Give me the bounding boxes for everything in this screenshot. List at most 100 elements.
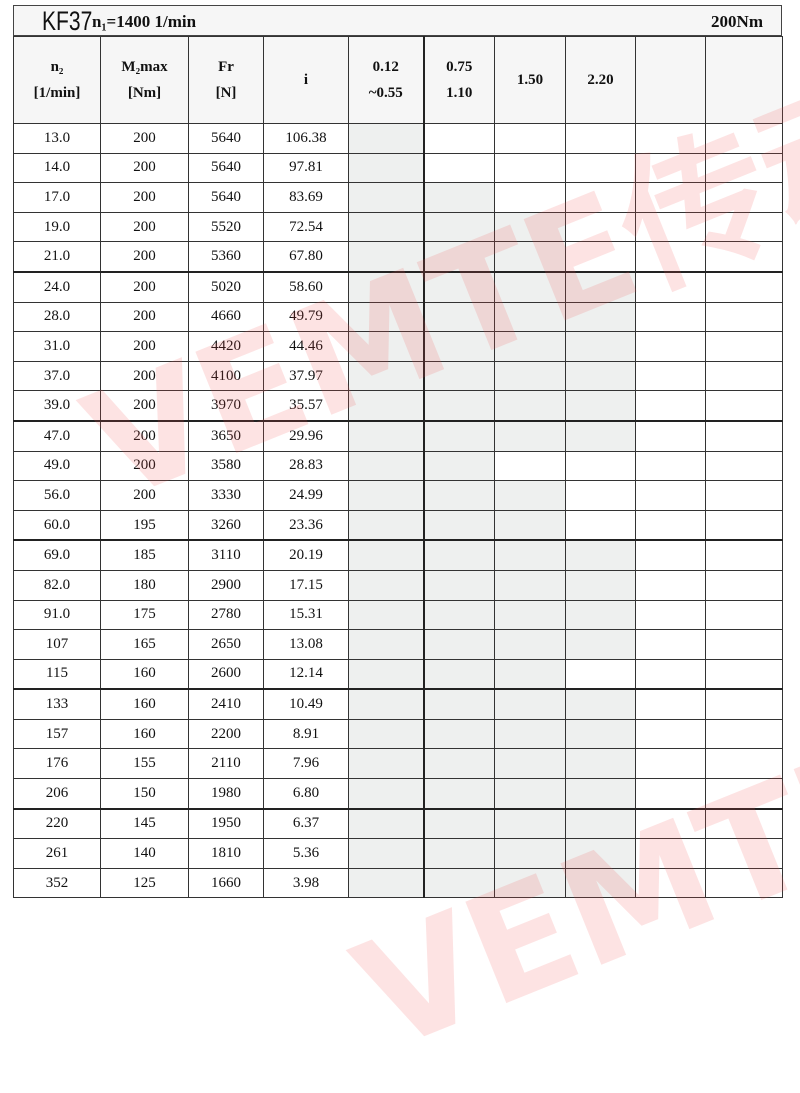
cell-fr: 3330 <box>188 480 264 511</box>
available-power-cell <box>422 748 495 780</box>
available-power-cell <box>348 688 424 720</box>
available-power-cell <box>348 301 424 333</box>
max-torque: 200Nm <box>711 12 763 31</box>
cell-i: 20.19 <box>263 539 349 571</box>
table-row: 19.0 200 5520 72.54 <box>13 211 783 243</box>
cell-n2: 176 <box>13 748 101 780</box>
performance-table: n₂ [1/min] M₂max [Nm] Fr [N] i 0.12 ~0.55 0.… <box>13 36 783 899</box>
cell-m2max: 200 <box>100 182 189 213</box>
empty-power-cell <box>494 450 566 482</box>
cell-fr: 2110 <box>188 748 264 780</box>
empty-power-cell <box>635 450 706 482</box>
empty-power-cell <box>565 241 636 273</box>
available-power-cell <box>422 450 495 482</box>
table-row: 31.0 200 4420 44.46 <box>13 331 783 362</box>
available-power-cell <box>348 271 424 303</box>
available-power-cell <box>422 211 495 243</box>
input-speed: n₁=1400 1/min <box>92 12 197 31</box>
cell-i: 83.69 <box>263 182 349 213</box>
model-name: KF37 <box>42 6 93 36</box>
cell-n2: 19.0 <box>13 211 101 243</box>
table-row: 13.0 200 5640 106.38 <box>13 123 783 154</box>
empty-power-cell <box>565 123 636 154</box>
empty-power-cell <box>705 688 783 720</box>
empty-power-cell <box>635 838 706 869</box>
cell-fr: 1660 <box>188 867 264 899</box>
empty-power-cell <box>705 599 783 631</box>
cell-i: 6.80 <box>263 778 349 810</box>
cell-fr: 2410 <box>188 688 264 720</box>
empty-power-cell <box>635 301 706 333</box>
available-power-cell <box>348 123 424 154</box>
available-power-cell <box>494 301 566 333</box>
cell-fr: 5640 <box>188 152 264 184</box>
table-row: 107 165 2650 13.08 <box>13 629 783 660</box>
cell-n2: 69.0 <box>13 539 101 571</box>
available-power-cell <box>422 867 495 899</box>
available-power-cell <box>348 778 424 810</box>
available-power-cell <box>494 688 566 720</box>
table-row: 352 125 1660 3.98 <box>13 867 783 899</box>
empty-power-cell <box>635 718 706 750</box>
empty-power-cell <box>635 688 706 720</box>
empty-power-cell <box>422 152 495 184</box>
available-power-cell <box>565 301 636 333</box>
cell-m2max: 180 <box>100 569 189 601</box>
cell-i: 58.60 <box>263 271 349 303</box>
table-row: 21.0 200 5360 67.80 <box>13 241 783 273</box>
table-row: 14.0 200 5640 97.81 <box>13 152 783 184</box>
available-power-cell <box>422 778 495 810</box>
available-power-cell <box>348 867 424 899</box>
available-power-cell <box>422 838 495 869</box>
cell-fr: 5640 <box>188 123 264 154</box>
available-power-cell <box>348 241 424 273</box>
available-power-cell <box>565 629 636 660</box>
available-power-cell <box>565 360 636 392</box>
available-power-cell <box>565 539 636 571</box>
cell-fr: 1810 <box>188 838 264 869</box>
table-row: 133 160 2410 10.49 <box>13 688 783 720</box>
empty-power-cell <box>635 123 706 154</box>
empty-power-cell <box>635 808 706 840</box>
empty-power-cell <box>705 301 783 333</box>
available-power-cell <box>422 271 495 303</box>
cell-m2max: 175 <box>100 599 189 631</box>
empty-power-cell <box>635 331 706 362</box>
empty-power-cell <box>705 718 783 750</box>
empty-power-cell <box>705 480 783 511</box>
available-power-cell <box>422 509 495 542</box>
cell-m2max: 200 <box>100 241 189 273</box>
table-row: 49.0 200 3580 28.83 <box>13 450 783 482</box>
cell-m2max: 200 <box>100 390 189 422</box>
available-power-cell <box>422 241 495 273</box>
empty-power-cell <box>635 778 706 810</box>
cell-i: 29.96 <box>263 420 349 452</box>
available-power-cell <box>565 569 636 601</box>
available-power-cell <box>494 241 566 273</box>
cell-i: 49.79 <box>263 301 349 333</box>
gearmotor-selection-sheet: KF37 n₁=1400 1/min 200Nm n₂ [1/min] M₂max… <box>13 5 783 899</box>
available-power-cell <box>494 599 566 631</box>
cell-fr: 1950 <box>188 808 264 840</box>
available-power-cell <box>348 390 424 422</box>
cell-n2: 220 <box>13 808 101 840</box>
cell-i: 44.46 <box>263 331 349 362</box>
empty-power-cell <box>635 182 706 213</box>
cell-fr: 2780 <box>188 599 264 631</box>
cell-n2: 133 <box>13 688 101 720</box>
cell-i: 24.99 <box>263 480 349 511</box>
cell-m2max: 160 <box>100 688 189 720</box>
cell-m2max: 200 <box>100 450 189 482</box>
available-power-cell <box>348 718 424 750</box>
cell-n2: 206 <box>13 778 101 810</box>
empty-power-cell <box>565 509 636 542</box>
empty-power-cell <box>705 450 783 482</box>
cell-m2max: 150 <box>100 778 189 810</box>
empty-power-cell <box>705 123 783 154</box>
cell-i: 17.15 <box>263 569 349 601</box>
table-row: 56.0 200 3330 24.99 <box>13 480 783 511</box>
available-power-cell <box>494 867 566 899</box>
available-power-cell <box>348 509 424 542</box>
cell-i: 37.97 <box>263 360 349 392</box>
empty-power-cell <box>705 182 783 213</box>
